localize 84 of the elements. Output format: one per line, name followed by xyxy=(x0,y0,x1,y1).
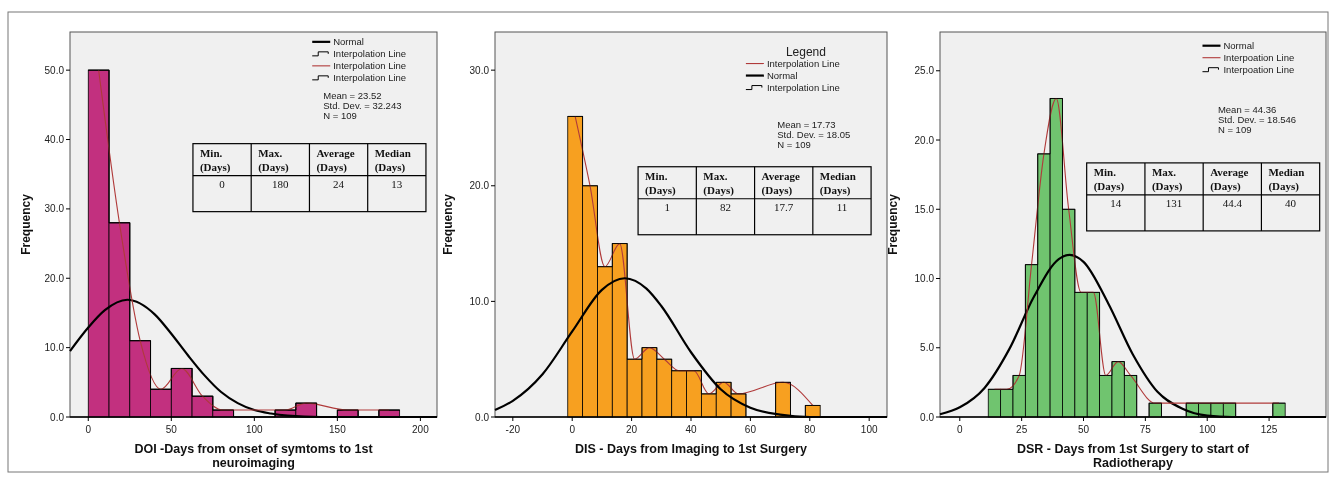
annotation: Std. Dev. = 18.546 xyxy=(1217,113,1297,125)
x-tick-label: 50 xyxy=(1077,424,1090,435)
annotation: Std. Dev. = 32.243 xyxy=(323,100,402,112)
y-tick-label: 15.0 xyxy=(914,203,935,215)
annotation: 40 xyxy=(1285,196,1297,209)
x-tick-label: 100 xyxy=(1198,424,1217,435)
x-tick-label: 0 xyxy=(85,424,92,435)
annotation: Min. (Days) xyxy=(645,169,676,197)
x-axis-title: DIS - Days from Imaging to 1st Surgery xyxy=(575,442,808,456)
annotation: 13 xyxy=(391,177,403,190)
y-tick-label: 0.0 xyxy=(475,411,490,423)
annotation: Average (Days) xyxy=(316,146,355,174)
annotation: 1 xyxy=(664,200,670,213)
annotation: 180 xyxy=(272,177,290,190)
x-tick-label: 100 xyxy=(245,424,264,435)
x-tick-label: 125 xyxy=(1260,424,1278,435)
y-tick-label: 5.0 xyxy=(920,342,935,354)
x-tick-label: 0 xyxy=(569,424,576,435)
y-tick-label: 10.0 xyxy=(914,273,935,285)
x-tick-label: 75 xyxy=(1139,424,1152,435)
legend-label: Interpolation Line xyxy=(333,48,407,60)
annotation: 82 xyxy=(719,200,731,213)
y-tick-label: 30.0 xyxy=(44,203,65,215)
y-tick-label: 0.0 xyxy=(920,411,935,423)
x-tick-label: 80 xyxy=(804,424,816,435)
x-axis-title: DSR - Days from 1st Surgery to start of Radiotherapy xyxy=(1017,442,1250,470)
y-tick-label: 10.0 xyxy=(469,295,490,307)
y-tick-label: 30.0 xyxy=(469,64,490,76)
annotation: 24 xyxy=(333,177,345,190)
legend-label: Interpolation Line xyxy=(766,58,840,70)
annotation: 0 xyxy=(219,177,226,190)
annotation: Mean = 44.36 xyxy=(1217,103,1277,115)
annotation: Mean = 17.73 xyxy=(777,119,836,131)
y-axis-title: Frequency xyxy=(886,193,900,255)
x-axis-title: DOI -Days from onset of symtoms to 1st neuroimaging xyxy=(134,442,374,470)
legend-label: Interpolation Line xyxy=(766,82,840,94)
legend-label: Normal xyxy=(766,70,798,82)
annotation: 11 xyxy=(836,200,848,213)
x-tick-label: 100 xyxy=(860,424,878,435)
annotation: N = 109 xyxy=(777,139,811,151)
legend-label: Interpoation Line xyxy=(1223,64,1295,76)
x-tick-label: 200 xyxy=(412,424,430,435)
annotation: Median (Days) xyxy=(374,146,411,174)
y-axis-title: Frequency xyxy=(441,193,455,255)
y-tick-label: 20.0 xyxy=(44,272,65,284)
legend-label: Interpolation Line xyxy=(333,60,407,72)
y-tick-label: 25.0 xyxy=(914,65,935,77)
x-tick-label: 20 xyxy=(626,424,638,435)
x-tick-label: 150 xyxy=(329,424,347,435)
annotation: Mean = 23.52 xyxy=(323,90,382,102)
annotation: 131 xyxy=(1165,196,1183,209)
y-tick-label: 10.0 xyxy=(44,342,65,354)
legend-label: Normal xyxy=(333,36,364,48)
annotation: Min. (Days) xyxy=(1093,165,1125,193)
annotation: 17.7 xyxy=(774,200,794,213)
x-tick-label: 0 xyxy=(957,424,964,435)
annotation: 44.4 xyxy=(1222,196,1243,209)
y-axis-title: Frequency xyxy=(19,193,33,255)
y-tick-label: 20.0 xyxy=(914,134,935,146)
annotation: N = 109 xyxy=(1217,123,1252,135)
y-tick-label: 50.0 xyxy=(44,64,65,76)
annotation: Average (Days) xyxy=(1210,165,1249,193)
x-tick-label: -20 xyxy=(505,424,521,435)
annotation: Max. (Days) xyxy=(258,146,290,174)
legend-label: Interpolation Line xyxy=(333,72,407,84)
legend-label: Interpoation Line xyxy=(1223,52,1295,64)
x-tick-label: 50 xyxy=(165,424,178,435)
annotation: Average (Days) xyxy=(761,169,800,197)
legend-label: Normal xyxy=(1223,40,1255,52)
annotation: 14 xyxy=(1110,196,1122,209)
y-tick-label: 40.0 xyxy=(44,134,65,146)
legend-title: Legend xyxy=(785,44,826,59)
annotation: Max. (Days) xyxy=(703,169,735,197)
x-tick-label: 60 xyxy=(744,424,757,435)
y-tick-label: 0.0 xyxy=(50,411,65,423)
y-tick-label: 20.0 xyxy=(469,180,490,192)
annotation: Max. (Days) xyxy=(1151,165,1183,193)
x-tick-label: 25 xyxy=(1016,424,1028,435)
annotation: Median (Days) xyxy=(1268,165,1305,193)
annotation: Min. (Days) xyxy=(199,146,231,174)
annotation: N = 109 xyxy=(323,110,357,122)
x-tick-label: 40 xyxy=(685,424,697,435)
annotation: Std. Dev. = 18.05 xyxy=(777,129,851,141)
annotation: Median (Days) xyxy=(819,169,856,197)
